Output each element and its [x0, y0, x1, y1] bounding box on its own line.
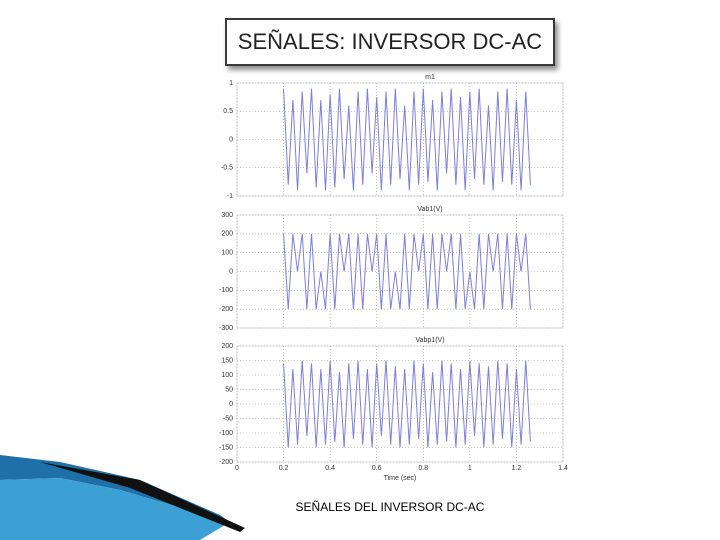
y-tick-label: -0.5	[221, 165, 233, 172]
x-tick-label: 1.4	[558, 465, 568, 472]
y-tick-label: 0.5	[223, 108, 233, 115]
y-tick-label: 1	[229, 80, 233, 87]
y-tick-label: 0	[229, 268, 233, 275]
subplot-title: m1	[425, 74, 435, 81]
swoosh	[0, 455, 230, 522]
swoosh	[0, 478, 230, 540]
y-tick-label: -50	[223, 415, 233, 422]
subplot-title: Vabp1(V)	[415, 337, 444, 344]
x-axis-label: Time (sec)	[384, 475, 417, 482]
y-tick-label: 50	[225, 386, 233, 393]
y-tick-label: 100	[221, 250, 233, 257]
x-tick-label: 0	[235, 465, 239, 472]
y-tick-label: 300	[221, 212, 233, 219]
y-tick-label: -100	[219, 287, 233, 294]
slide-title: SEÑALES: INVERSOR DC-AC	[225, 18, 555, 66]
x-tick-label: 0.4	[325, 465, 335, 472]
y-tick-label: -1	[227, 193, 233, 200]
signal-line	[283, 233, 531, 310]
y-tick-label: -200	[219, 306, 233, 313]
swoosh-edge	[40, 462, 245, 532]
x-tick-label: 1	[468, 465, 472, 472]
caption: SEÑALES DEL INVERSOR DC-AC	[295, 500, 485, 514]
y-tick-label: -150	[219, 444, 233, 451]
x-tick-label: 0.2	[279, 465, 289, 472]
y-tick-label: 0	[229, 136, 233, 143]
x-tick-label: 0.8	[418, 465, 428, 472]
y-tick-label: 0	[229, 401, 233, 408]
y-tick-label: 100	[221, 372, 233, 379]
signal-line	[283, 88, 531, 191]
x-tick-label: 0.6	[372, 465, 382, 472]
y-tick-label: 150	[221, 357, 233, 364]
y-tick-label: -300	[219, 325, 233, 332]
y-tick-label: -100	[219, 430, 233, 437]
subplot-title: Vab1(V)	[417, 206, 442, 213]
y-tick-label: 200	[221, 343, 233, 350]
y-tick-label: 200	[221, 231, 233, 238]
signal-line	[283, 360, 531, 448]
y-tick-label: -200	[219, 459, 233, 466]
x-tick-label: 1.2	[512, 465, 522, 472]
